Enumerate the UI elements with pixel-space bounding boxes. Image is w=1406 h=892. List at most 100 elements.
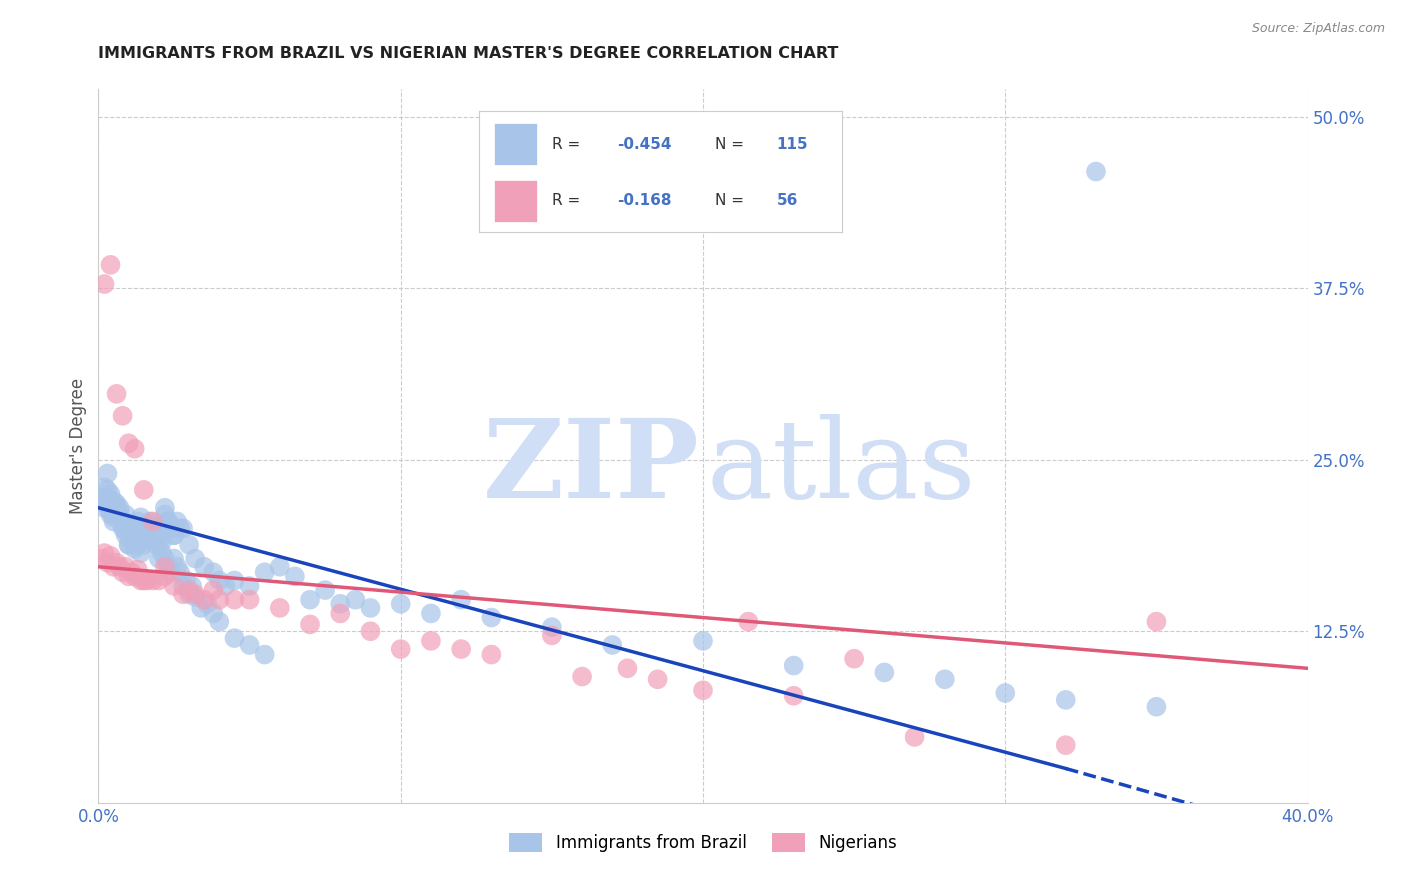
Point [1085,164,1108,178]
Point [420,607,443,621]
Point [132,483,155,497]
Point [163,528,186,542]
Point [148,574,170,588]
Point [181,579,204,593]
Point [873,665,896,680]
Point [121,518,143,533]
Point [121,533,143,547]
Point [540,628,562,642]
Point [135,521,157,535]
Point [692,633,714,648]
Point [103,559,125,574]
Point [156,515,179,529]
Point [124,528,146,542]
Text: ZIP: ZIP [482,414,699,521]
Point [135,574,157,588]
Point [269,601,291,615]
Point [360,624,382,639]
Point [202,583,225,598]
Point [160,521,183,535]
Point [156,559,179,574]
Point [269,559,291,574]
Point [420,633,443,648]
Point [239,592,262,607]
Point [142,524,165,538]
Point [121,566,143,580]
Point [214,579,236,593]
Point [224,574,246,588]
Point [124,524,146,538]
Point [127,538,149,552]
Point [195,597,218,611]
Point [481,610,503,624]
Point [184,551,207,566]
Point [129,546,152,560]
Point [450,592,472,607]
Point [90,551,112,566]
Point [148,551,170,566]
Point [93,480,115,494]
Point [124,541,146,556]
Text: IMMIGRANTS FROM BRAZIL VS NIGERIAN MASTER'S DEGREE CORRELATION CHART: IMMIGRANTS FROM BRAZIL VS NIGERIAN MASTE… [98,45,839,61]
Point [156,515,179,529]
Point [142,524,165,538]
Point [121,533,143,547]
Point [172,579,194,593]
Point [184,590,207,604]
Point [111,521,134,535]
Point [314,583,336,598]
Point [142,574,165,588]
Point [132,538,155,552]
Point [616,661,638,675]
Point [783,689,806,703]
Point [105,500,128,515]
Point [96,556,118,570]
Point [93,500,115,515]
Point [118,538,141,552]
Point [127,528,149,542]
Point [169,521,191,535]
Point [202,607,225,621]
Point [118,524,141,538]
Point [100,508,122,522]
Point [145,533,167,547]
Point [108,500,131,515]
Point [100,549,122,563]
Point [124,442,146,456]
Point [150,535,173,549]
Point [172,587,194,601]
Point [299,617,322,632]
Point [692,683,714,698]
Point [111,409,134,423]
Point [174,574,197,588]
Point [124,569,146,583]
Point [202,566,225,580]
Point [994,686,1017,700]
Point [135,533,157,547]
Point [208,592,231,607]
Point [100,505,122,519]
Point [148,538,170,552]
Point [93,546,115,560]
Point [153,508,176,522]
Point [329,607,352,621]
Point [111,515,134,529]
Point [163,579,186,593]
Point [179,583,201,598]
Point [114,524,136,538]
Point [540,620,562,634]
Point [160,566,183,580]
Point [602,638,624,652]
Legend: Immigrants from Brazil, Nigerians: Immigrants from Brazil, Nigerians [502,826,904,859]
Point [153,559,176,574]
Point [103,515,125,529]
Point [100,487,122,501]
Point [111,518,134,533]
Point [129,574,152,588]
Point [114,528,136,542]
Point [389,642,412,657]
Point [737,615,759,629]
Point [139,515,162,529]
Point [344,592,367,607]
Point [163,528,186,542]
